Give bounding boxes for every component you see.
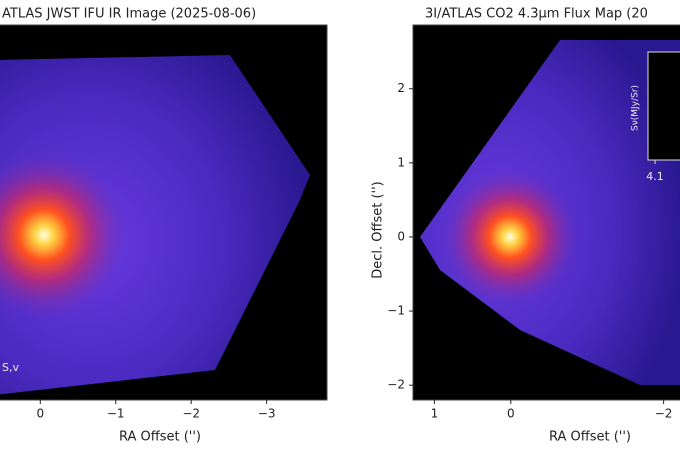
image	[420, 40, 680, 385]
core	[0, 150, 129, 320]
y-tick-label: 2	[397, 81, 405, 95]
x-tick-label: 0	[507, 407, 515, 421]
inset-x-tick-label: 4.1	[646, 170, 664, 183]
y-axis-label: Decl. Offset ('')	[371, 181, 386, 279]
annotation: S,v	[2, 361, 19, 374]
chart-title: ATLAS JWST IFU IR Image (2025-08-06)	[2, 7, 256, 22]
x-axis-label: RA Offset ('')	[119, 430, 201, 445]
y-tick-label: −1	[387, 304, 405, 318]
x-axis-label: RA Offset ('')	[549, 430, 631, 445]
y-tick-label: −2	[387, 378, 405, 392]
x-tick-label: −2	[655, 407, 673, 421]
inset-y-label: Sν(MJy/Sr)	[631, 85, 641, 131]
core	[440, 167, 580, 307]
y-tick-label: 1	[397, 155, 405, 169]
image	[0, 55, 310, 395]
x-tick-label: −3	[258, 407, 276, 421]
inset	[647, 51, 680, 161]
x-tick-label: −2	[182, 407, 200, 421]
chart-title: 3I/ATLAS CO2 4.3μm Flux Map (20	[425, 7, 648, 22]
y-tick-label: 0	[397, 229, 405, 243]
x-tick-label: 0	[36, 407, 44, 421]
x-tick-label: 1	[431, 407, 439, 421]
x-tick-label: −1	[107, 407, 125, 421]
